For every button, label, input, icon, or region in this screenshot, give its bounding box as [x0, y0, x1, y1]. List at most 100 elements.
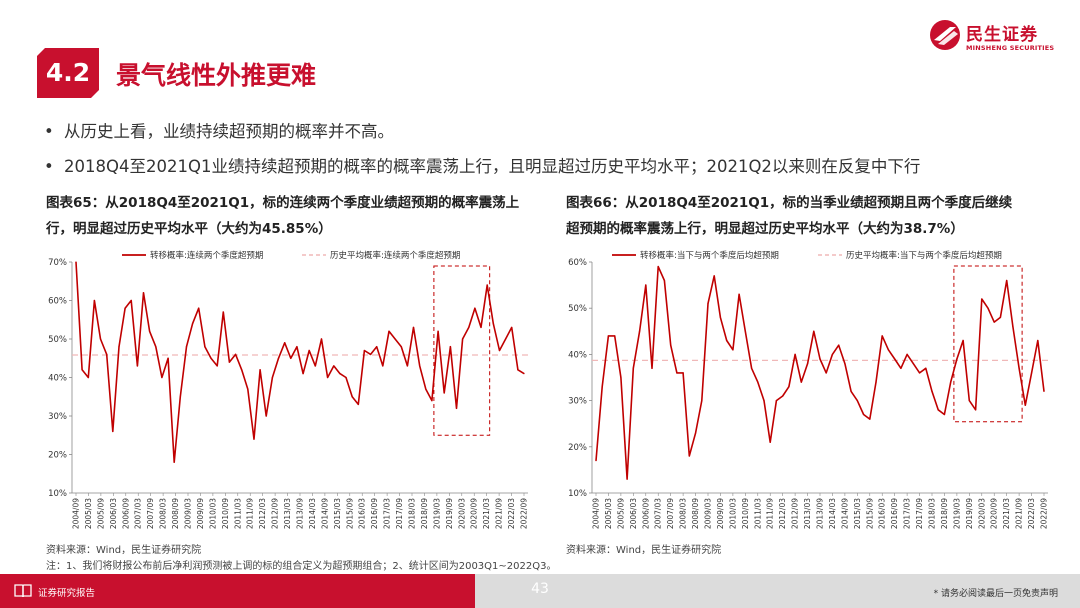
data-point	[968, 400, 970, 402]
data-point	[732, 349, 734, 351]
chart1-caption-line1: 图表65：从2018Q4至2021Q1，标的连续两个季度业绩超预期的概率震荡上	[46, 195, 520, 211]
data-point	[956, 358, 958, 360]
data-point	[651, 367, 653, 369]
x-tick-label: 2014/09	[840, 498, 849, 529]
book-icon	[14, 584, 32, 598]
data-point	[688, 455, 690, 457]
data-point	[468, 326, 470, 329]
data-point	[241, 369, 243, 371]
x-tick-label: 2019/03	[432, 498, 441, 529]
x-tick-label: 2016/03	[358, 498, 367, 529]
data-point	[782, 395, 784, 397]
data-point	[881, 335, 883, 337]
x-tick-label: 2022/03	[507, 498, 516, 529]
x-tick-label: 2013/03	[803, 498, 812, 529]
y-tick-label: 40%	[48, 374, 67, 384]
data-point	[676, 372, 678, 374]
x-tick-label: 2015/03	[853, 498, 862, 529]
x-tick-label: 2010/03	[208, 498, 217, 529]
x-tick-label: 2017/09	[395, 498, 404, 529]
x-tick-label: 2020/09	[470, 498, 479, 529]
x-tick-label: 2016/09	[370, 498, 379, 529]
data-point	[1043, 390, 1045, 392]
data-point	[806, 363, 809, 365]
footer-label: 证券研究报告	[38, 588, 96, 599]
x-tick-label: 2015/09	[345, 498, 354, 529]
x-tick-label: 2008/09	[171, 498, 180, 529]
page-number: 43	[531, 581, 549, 597]
data-point	[296, 346, 298, 348]
footer-disclaimer: * 请务必阅读最后一页免责声明	[933, 589, 1058, 599]
data-point	[601, 386, 603, 388]
data-point	[663, 279, 666, 282]
bullet-2: • 2018Q4至2021Q1业绩持续超预期的概率的概率震荡上行，且明显超过历史平…	[44, 153, 920, 177]
data-point	[912, 363, 914, 365]
x-tick-label: 2015/03	[333, 498, 342, 529]
data-point	[757, 381, 759, 383]
x-tick-label: 2022/09	[1040, 498, 1049, 529]
data-point	[155, 346, 157, 348]
x-tick-label: 2011/03	[233, 498, 242, 529]
data-point	[918, 372, 921, 374]
data-point	[333, 365, 335, 367]
x-tick-label: 2014/03	[828, 498, 837, 529]
data-point	[1024, 404, 1026, 406]
section-number: 4.2	[45, 58, 91, 87]
x-tick-label: 2013/03	[283, 498, 292, 529]
x-tick-label: 2021/09	[495, 498, 504, 529]
data-point	[302, 373, 304, 375]
data-point	[517, 369, 519, 371]
bullet-dot: •	[44, 157, 54, 176]
data-point	[112, 430, 114, 432]
data-point	[320, 338, 323, 340]
bullet-2-text: 2018Q4至2021Q1业绩持续超预期的概率的概率震荡上行，且明显超过历史平均…	[64, 157, 921, 176]
brand-logo-icon	[930, 20, 960, 50]
chart2-source: 资料来源：Wind，民生证券研究院	[566, 545, 722, 556]
x-tick-label: 2011/09	[246, 498, 255, 529]
data-point	[455, 407, 458, 409]
data-point	[974, 409, 977, 411]
data-point	[124, 307, 126, 309]
data-point	[210, 357, 212, 359]
data-point	[431, 400, 433, 402]
data-point	[314, 365, 316, 367]
x-tick-label: 2010/09	[741, 498, 750, 529]
data-point	[234, 353, 237, 355]
data-point	[962, 339, 964, 342]
x-tick-label: 2018/09	[420, 498, 429, 529]
data-point	[204, 346, 206, 348]
data-point	[327, 376, 329, 379]
x-tick-label: 2014/03	[308, 498, 317, 529]
data-point	[694, 432, 697, 434]
data-point	[99, 338, 102, 340]
data-point	[831, 353, 834, 355]
data-point	[844, 363, 846, 365]
data-point	[222, 311, 224, 313]
data-point	[486, 284, 488, 286]
x-tick-label: 2006/03	[629, 498, 638, 529]
y-tick-label: 60%	[48, 297, 67, 307]
data-point	[645, 284, 647, 286]
y-tick-label: 40%	[568, 350, 587, 360]
data-point	[394, 338, 396, 340]
data-point	[894, 358, 896, 360]
data-point	[75, 261, 77, 263]
data-point	[943, 413, 946, 416]
data-point	[1006, 279, 1008, 282]
data-point	[719, 316, 722, 319]
x-tick-label: 2015/09	[865, 498, 874, 529]
data-point	[498, 349, 501, 352]
y-tick-label: 20%	[48, 451, 67, 461]
bullet-1-text: 从历史上看，业绩持续超预期的概率并不高。	[64, 122, 394, 141]
data-point	[1012, 326, 1014, 328]
y-tick-label: 30%	[48, 412, 67, 422]
data-point	[136, 365, 138, 367]
legend-label-average: 历史平均概率:连续两个季度超预期	[330, 250, 460, 261]
data-point	[480, 326, 482, 329]
data-point	[339, 373, 341, 375]
x-tick-label: 2019/09	[965, 498, 974, 529]
y-tick-label: 10%	[48, 489, 67, 499]
chart2-caption-line1: 图表66：从2018Q4至2021Q1，标的当季业绩超预期且两个季度后继续	[566, 195, 1013, 211]
data-point	[869, 418, 871, 420]
x-tick-label: 2009/03	[704, 498, 713, 529]
